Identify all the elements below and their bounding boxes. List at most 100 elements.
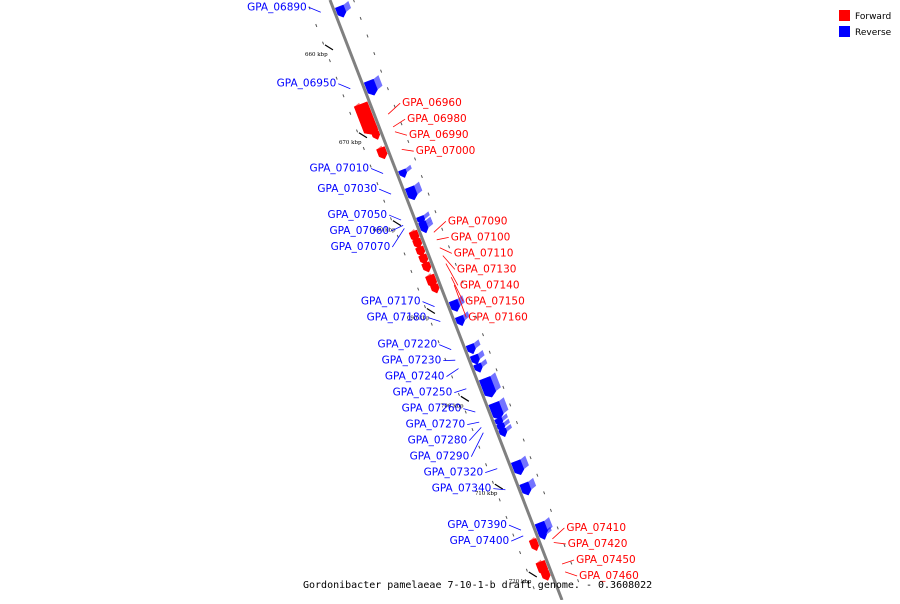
gene-label[interactable]: GPA_07220 [378, 339, 438, 351]
legend-reverse-swatch [839, 26, 850, 37]
minor-tick [367, 35, 368, 38]
minor-tick [516, 421, 517, 424]
gene-leader-line [562, 560, 574, 564]
gene-label[interactable]: GPA_06990 [409, 129, 469, 141]
major-tick [495, 484, 503, 489]
major-tick [461, 396, 469, 401]
gene-label[interactable]: GPA_07010 [309, 162, 369, 174]
gene-leader-line [338, 84, 350, 89]
gene-label[interactable]: GPA_07070 [331, 241, 391, 253]
gene-label[interactable]: GPA_07060 [329, 225, 389, 237]
minor-tick [401, 122, 402, 125]
minor-tick [537, 474, 538, 477]
gene-label[interactable]: GPA_07050 [327, 209, 387, 221]
gene-label[interactable]: GPA_07110 [454, 247, 514, 259]
minor-tick [496, 368, 497, 371]
gene-label[interactable]: GPA_06980 [407, 113, 467, 125]
gene-leader-line [434, 221, 446, 232]
gene-label[interactable]: GPA_07180 [367, 312, 427, 324]
minor-tick [415, 158, 416, 161]
gene-gpa-07220[interactable] [466, 339, 480, 353]
minor-tick [323, 42, 324, 45]
gene-label[interactable]: GPA_07170 [361, 296, 421, 308]
minor-tick [370, 165, 371, 168]
minor-tick [472, 428, 473, 431]
major-tick [427, 308, 435, 313]
gene-leader-line [565, 572, 577, 576]
gene-leader-line [509, 525, 521, 530]
minor-tick [499, 498, 500, 501]
gene-label[interactable]: GPA_07290 [410, 451, 470, 463]
gene-leader-line [309, 7, 321, 12]
gene-label[interactable]: GPA_07320 [424, 467, 484, 479]
gene-label[interactable]: GPA_07340 [432, 483, 492, 495]
gene-leader-line [395, 132, 407, 135]
gene-label[interactable]: GPA_07240 [385, 371, 445, 383]
minor-tick [343, 94, 344, 97]
gene-label[interactable]: GPA_06950 [277, 78, 337, 90]
gene-label[interactable]: GPA_07160 [468, 311, 528, 323]
gene-leader-line [467, 422, 479, 425]
gene-leader-line [554, 542, 566, 543]
gene-label[interactable]: GPA_07280 [408, 435, 468, 447]
legend: Forward Reverse [839, 10, 892, 38]
gene-leader-line [437, 237, 449, 239]
minor-tick [479, 446, 480, 449]
gene-label[interactable]: GPA_07150 [465, 295, 525, 307]
gene-gpa-06890[interactable] [335, 1, 351, 17]
minor-tick [465, 411, 466, 414]
gene-leader-line [440, 248, 452, 254]
gene-label[interactable]: GPA_07250 [393, 387, 453, 399]
gene-leader-line [446, 369, 458, 377]
gene-gpa-07340[interactable] [520, 478, 536, 495]
gene-label[interactable]: GPA_07230 [382, 355, 442, 367]
minor-tick [523, 439, 524, 442]
gene-leader-line [428, 318, 440, 322]
legend-forward-swatch [839, 10, 850, 21]
minor-tick [564, 544, 565, 547]
legend-forward-label: Forward [855, 12, 891, 22]
minor-tick [411, 270, 412, 273]
minor-tick [550, 509, 551, 512]
gene-label[interactable]: GPA_06890 [247, 1, 307, 13]
gene-label[interactable]: GPA_07420 [568, 538, 628, 550]
minor-tick [438, 340, 439, 343]
minor-tick [424, 305, 425, 308]
minor-tick [482, 333, 483, 336]
major-tick [325, 45, 333, 50]
gene-leader-line [511, 536, 523, 541]
minor-tick [390, 217, 391, 220]
minor-tick [350, 112, 351, 115]
gene-leader-line [493, 489, 505, 490]
gene-label[interactable]: GPA_07140 [460, 279, 520, 291]
gene-label[interactable]: GPA_07270 [406, 419, 466, 431]
minor-tick [520, 551, 521, 554]
gene-label[interactable]: GPA_07450 [576, 554, 636, 566]
gene-label[interactable]: GPA_07030 [317, 183, 377, 195]
gene-label[interactable]: GPA_07130 [457, 263, 517, 275]
gene-label[interactable]: GPA_07000 [416, 145, 476, 157]
gene-label[interactable]: GPA_07090 [448, 215, 508, 227]
minor-tick [381, 70, 382, 73]
gene-gpa-07170[interactable] [449, 295, 465, 311]
gene-gpa-07010[interactable] [398, 165, 411, 178]
gene-leader-line [552, 528, 564, 539]
minor-tick [374, 52, 375, 55]
gene-label[interactable]: GPA_07410 [566, 522, 626, 534]
minor-tick [513, 534, 514, 537]
minor-tick [503, 386, 504, 389]
major-tick [393, 221, 401, 226]
gene-label[interactable]: GPA_07390 [447, 519, 507, 531]
minor-tick [394, 105, 395, 108]
gene-label[interactable]: GPA_07260 [402, 403, 462, 415]
gene-label[interactable]: GPA_06960 [402, 97, 462, 109]
gene-leader-line [379, 189, 391, 194]
minor-tick [492, 481, 493, 484]
gene-label[interactable]: GPA_07400 [450, 535, 510, 547]
minor-tick [329, 59, 330, 62]
minor-tick [442, 228, 443, 231]
minor-tick [387, 87, 388, 90]
gene-label[interactable]: GPA_07100 [451, 231, 511, 243]
